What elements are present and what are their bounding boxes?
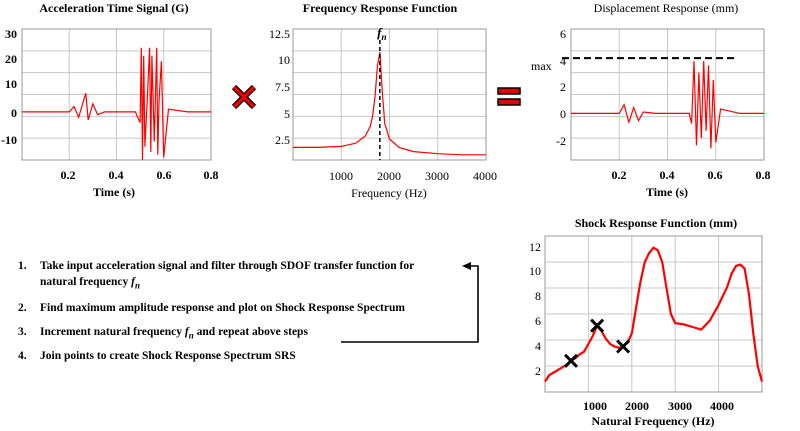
disp-xtick: 0.6 xyxy=(708,168,723,182)
step-text-cont: natural frequency xyxy=(40,276,132,288)
frf-ytick: 10 xyxy=(278,53,290,67)
fn-symbol: fn xyxy=(131,276,141,291)
disp-xtick: 0.8 xyxy=(756,168,771,182)
srs-ytick: 10 xyxy=(529,264,541,278)
frf-ytick: 2.5 xyxy=(275,133,290,147)
disp-ytick: 6 xyxy=(560,27,566,41)
srs-xtick: 1000 xyxy=(583,399,607,413)
step-text: Join points to create Shock Response Spe… xyxy=(40,350,296,362)
frf-chart-title: Frequency Response Function xyxy=(303,1,458,15)
srs-chart-title: Shock Response Function (mm) xyxy=(575,216,737,230)
frf-xtick: 3000 xyxy=(425,169,449,183)
frf-ytick: 5 xyxy=(284,107,290,121)
disp-ytick: 4 xyxy=(560,54,566,68)
accel-plot-frame xyxy=(21,28,212,161)
accel-ytick: 30 xyxy=(5,27,17,41)
srs-marked-point xyxy=(616,339,631,354)
disp-ytick: 0 xyxy=(560,107,566,121)
fn-symbol: fn xyxy=(184,326,194,341)
frf-ytick: 12.5 xyxy=(269,27,290,41)
disp-chart: Displacement Response (mm) 6 4 2 0 -2 ma… xyxy=(531,1,771,199)
srs-ytick: 2 xyxy=(535,364,541,378)
accel-ytick: -10 xyxy=(1,133,17,147)
accel-series-line xyxy=(22,47,211,161)
accel-chart: Acceleration Time Signal (G) 30 20 10 0 … xyxy=(1,1,219,199)
step-number: 4. xyxy=(18,350,27,362)
srs-xtick: 3000 xyxy=(668,399,692,413)
accel-xtick: 0.2 xyxy=(61,168,76,182)
frf-series-line xyxy=(293,51,486,156)
step-text: Take input acceleration signal and filte… xyxy=(40,258,488,293)
frf-chart: Frequency Response Function 12.5 10 7.5 … xyxy=(269,1,497,200)
accel-xlabel: Time (s) xyxy=(93,185,135,199)
step-item: 1. Take input acceleration signal and fi… xyxy=(18,258,488,293)
step-text: Increment natural frequency fn and repea… xyxy=(40,326,308,341)
accel-ytick: 0 xyxy=(11,106,17,120)
srs-xtick: 4000 xyxy=(710,399,734,413)
loop-arrow xyxy=(341,262,479,343)
step-number: 3. xyxy=(18,326,27,338)
frf-xtick: 1000 xyxy=(329,169,353,183)
disp-ytick: 2 xyxy=(560,80,566,94)
srs-ytick: 12 xyxy=(529,240,541,254)
srs-plot-frame xyxy=(544,235,763,393)
frf-xtick: 2000 xyxy=(377,169,401,183)
step-text: Find maximum amplitude response and plot… xyxy=(40,302,405,314)
accel-ytick: 10 xyxy=(5,77,17,91)
loop-arrow-line xyxy=(341,265,479,343)
frf-ytick: 7.5 xyxy=(275,80,290,94)
step-item: 4. Join points to create Shock Response … xyxy=(18,348,488,364)
disp-series-line xyxy=(571,60,764,149)
disp-xtick: 0.4 xyxy=(660,168,675,182)
accel-xtick: 0.4 xyxy=(109,168,124,182)
max-label: max xyxy=(531,59,552,73)
srs-xlabel: Natural Frequency (Hz) xyxy=(591,414,714,428)
disp-xtick: 0.2 xyxy=(612,168,627,182)
srs-marked-point xyxy=(590,318,605,333)
disp-chart-title: Displacement Response (mm) xyxy=(594,1,739,15)
accel-xtick: 0.8 xyxy=(204,168,219,182)
frf-xlabel: Frequency (Hz) xyxy=(351,186,427,200)
disp-ytick: -2 xyxy=(556,134,566,148)
step-item: 2. Find maximum amplitude response and p… xyxy=(18,300,488,316)
srs-marked-point xyxy=(563,353,579,368)
loop-arrow-head xyxy=(462,262,471,270)
frf-xtick: 4000 xyxy=(473,169,497,183)
accel-ytick: 20 xyxy=(5,52,17,66)
disp-plot-frame xyxy=(570,28,765,161)
multiply-operator: × xyxy=(231,84,257,110)
step-number: 1. xyxy=(18,260,27,272)
step-text-line: Take input acceleration signal and filte… xyxy=(40,260,415,272)
srs-xtick: 2000 xyxy=(625,399,649,413)
natural-frequency-label: fn xyxy=(377,25,386,42)
step-item: 3. Increment natural frequency fn and re… xyxy=(18,324,488,343)
srs-ytick: 8 xyxy=(535,289,541,303)
step-number: 2. xyxy=(18,302,27,314)
srs-ytick: 6 xyxy=(535,314,541,328)
accel-xtick: 0.6 xyxy=(157,168,172,182)
accel-chart-title: Acceleration Time Signal (G) xyxy=(39,1,188,15)
srs-ytick: 4 xyxy=(535,339,541,353)
srs-chart: Shock Response Function (mm) 12 10 8 6 4… xyxy=(529,216,764,428)
equals-operator: = xyxy=(497,87,521,106)
frf-plot-frame xyxy=(292,28,487,161)
disp-xlabel: Time (s) xyxy=(646,185,688,199)
